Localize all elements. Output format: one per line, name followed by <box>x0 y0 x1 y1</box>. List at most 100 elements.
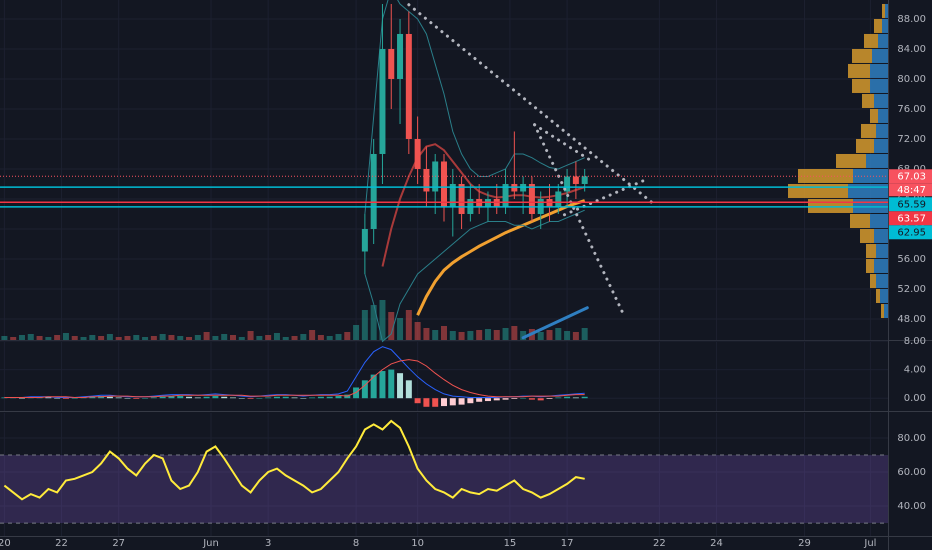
volume-bar <box>581 328 588 340</box>
trendline <box>533 123 626 318</box>
volume-profile-down <box>874 258 888 273</box>
volume-profile-up <box>852 78 870 93</box>
x-tick-label: 20 <box>0 538 11 549</box>
macd-histogram-bar <box>124 398 131 399</box>
volume-profile-up <box>866 258 874 273</box>
macd-histogram-bar <box>18 398 25 399</box>
macd-histogram-bar <box>441 398 447 407</box>
volume-profile-up <box>850 213 870 228</box>
volume-bar <box>71 336 78 340</box>
price-label-bg <box>889 169 932 184</box>
volume-bar <box>546 330 553 340</box>
volume-bar <box>344 332 351 340</box>
macd-histogram-bar <box>520 398 527 399</box>
x-tick-label: 17 <box>561 538 574 549</box>
macd-histogram-bar <box>212 396 219 399</box>
volume-bar <box>45 337 52 340</box>
volume-profile-down <box>853 198 888 213</box>
rsi-band <box>0 455 888 524</box>
volume-bar <box>441 326 447 340</box>
volume-profile-down <box>876 123 888 138</box>
y-tick-label: 40.00 <box>897 501 926 512</box>
candle-body <box>405 33 412 139</box>
volume-bar <box>256 336 263 340</box>
volume-bar <box>388 312 395 340</box>
macd-histogram-bar <box>414 398 421 404</box>
macd-histogram-bar <box>449 398 456 406</box>
y-tick-label: 76.00 <box>897 104 926 115</box>
candle-body <box>458 183 465 214</box>
macd-histogram-bar <box>142 398 149 399</box>
macd-histogram-bar <box>467 398 474 404</box>
macd-histogram-bar <box>247 398 254 399</box>
macd-histogram-bar <box>335 396 342 399</box>
y-tick-label: 60.00 <box>897 467 926 478</box>
volume-profile-down <box>874 138 888 153</box>
macd-histogram-bar <box>273 396 280 399</box>
macd-histogram-bar <box>89 396 96 399</box>
volume-profile-down <box>876 273 888 288</box>
volume-bar <box>291 336 298 340</box>
volume-bar <box>502 328 509 340</box>
price-label: 65.59 <box>897 199 926 210</box>
volume-bar <box>537 332 544 340</box>
macd-histogram-bar <box>203 396 210 399</box>
macd-histogram-bar <box>133 398 140 399</box>
volume-bar <box>221 334 228 340</box>
indicator-line <box>416 199 586 316</box>
volume-bar <box>361 310 368 340</box>
volume-bar <box>186 337 193 340</box>
volume-profile-up <box>862 93 874 108</box>
candle-body <box>397 33 404 79</box>
volume-profile-down <box>866 153 888 168</box>
volume-profile-down <box>885 3 888 18</box>
volume-bar <box>326 336 333 340</box>
candle-body <box>441 161 447 207</box>
volume-profile-down <box>870 63 888 78</box>
volume-profile-up <box>836 153 866 168</box>
x-tick-label: 22 <box>55 538 68 549</box>
macd-histogram-bar <box>423 398 430 407</box>
indicator-line <box>364 209 585 343</box>
volume-bar <box>229 335 236 340</box>
macd-histogram-bar <box>361 380 368 399</box>
candle-body <box>379 48 386 154</box>
candle-body <box>423 168 430 192</box>
volume-bar <box>397 318 404 340</box>
volume-profile-down <box>880 288 888 303</box>
volume-bar <box>564 331 571 340</box>
volume-profile-down <box>882 18 888 33</box>
macd-histogram-bar <box>1 397 8 399</box>
volume-bar <box>18 335 25 340</box>
volume-bar <box>177 336 184 340</box>
volume-bar <box>238 337 245 340</box>
volume-bar <box>115 337 122 340</box>
macd-histogram-bar <box>581 396 588 399</box>
price-label: 67.03 <box>897 171 926 182</box>
price-label-bg <box>889 197 932 212</box>
volume-profile-down <box>884 303 888 318</box>
macd-histogram-bar <box>291 397 298 399</box>
volume-profile-up <box>860 228 874 243</box>
countdown-bg <box>889 183 932 197</box>
trendline <box>521 306 589 340</box>
volume-bar <box>493 330 500 340</box>
candle-body <box>555 191 562 207</box>
volume-profile-down <box>848 183 888 198</box>
candle-body <box>361 228 368 252</box>
macd-histogram-bar <box>168 396 175 399</box>
volume-bar <box>414 322 421 340</box>
volume-bar <box>212 336 219 340</box>
volume-bar <box>159 334 166 340</box>
macd-histogram-bar <box>177 396 184 399</box>
volume-profile-up <box>848 63 870 78</box>
volume-profile-up <box>852 48 872 63</box>
volume-bar <box>476 330 483 340</box>
y-tick-label: 8.00 <box>904 336 926 347</box>
volume-profile-down <box>876 243 888 258</box>
volume-bar <box>27 334 34 340</box>
candle-body <box>388 48 395 79</box>
volume-bar <box>335 334 342 340</box>
